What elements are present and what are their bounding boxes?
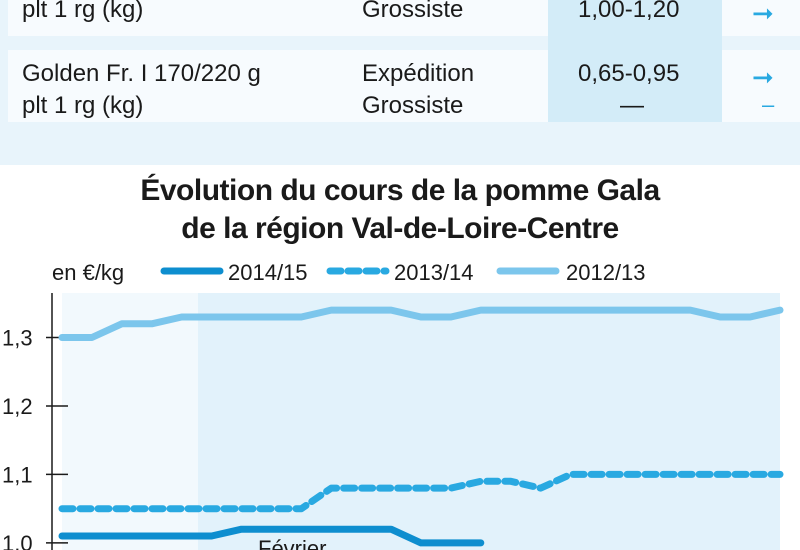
price-column-highlight	[548, 0, 722, 122]
dash-icon: –	[762, 92, 775, 117]
series-line-2013-14	[58, 470, 784, 513]
unit-label: en €/kg	[52, 260, 125, 285]
price-range: 0,65-0,95	[578, 60, 680, 87]
product-line: plt 1 rg (kg)	[22, 92, 144, 119]
chart-title-line-1: Évolution du cours de la pomme Gala	[140, 174, 660, 207]
product-line: Golden Fr. I 170/220 g	[22, 60, 261, 87]
price-range: 1,00-1,20	[578, 0, 680, 23]
legend-label-2014-15: 2014/15	[228, 260, 308, 285]
legend-label-2013-14: 2013/14	[394, 260, 474, 285]
y-tick-label: 1,3	[2, 326, 33, 351]
price-range: —	[620, 92, 644, 119]
right-arrow-icon: ➞	[752, 0, 774, 28]
x-tick-label: Février	[258, 536, 326, 550]
product-line: plt 1 rg (kg)	[22, 0, 144, 23]
legend-label-2012-13: 2012/13	[566, 260, 646, 285]
market-stage: Grossiste	[362, 0, 464, 23]
right-arrow-icon: ➞	[752, 62, 774, 92]
y-tick-label: 1,1	[2, 462, 33, 487]
series-line-2014-15	[58, 525, 485, 547]
market-stage: Expédition	[362, 60, 475, 87]
series-line-2012-13	[58, 306, 784, 341]
y-tick-label: 1,0	[2, 531, 33, 550]
chart-title-line-2: de la région Val-de-Loire-Centre	[181, 212, 619, 245]
market-stage: Grossiste	[362, 92, 464, 119]
price-table: plt 1 rg (kg) Grossiste 1,00-1,20 ➞ Gold…	[0, 0, 800, 165]
y-tick-label: 1,2	[2, 394, 33, 419]
